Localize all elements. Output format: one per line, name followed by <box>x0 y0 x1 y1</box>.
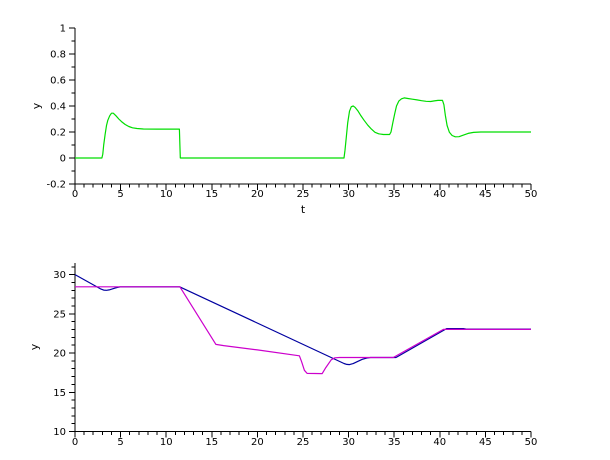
x-tick-label: 30 <box>342 437 355 448</box>
x-axis-label: t <box>301 203 306 216</box>
x-tick-label: 50 <box>525 189 538 200</box>
x-tick-label: 10 <box>160 189 173 200</box>
x-tick-label: 25 <box>297 189 310 200</box>
y-tick-label: 0 <box>60 154 66 165</box>
series-magenta-line <box>75 286 531 375</box>
x-tick-label: 35 <box>388 189 401 200</box>
x-tick-label: 10 <box>160 437 173 448</box>
x-tick-label: 40 <box>433 189 446 200</box>
y-tick-label: 20 <box>53 349 66 360</box>
x-tick-label: 15 <box>205 437 218 448</box>
x-tick-label: 15 <box>205 189 218 200</box>
x-tick-label: 35 <box>388 437 401 448</box>
x-tick-label: 45 <box>479 189 492 200</box>
x-tick-label: 5 <box>117 189 123 200</box>
x-tick-label: 0 <box>72 189 78 200</box>
y-tick-label: 15 <box>53 388 66 399</box>
y-tick-label: 0.4 <box>50 102 66 113</box>
y-tick-label: 0.6 <box>50 76 66 87</box>
x-tick-label: 0 <box>72 437 78 448</box>
series-green-line <box>75 97 531 159</box>
y-tick-label: 30 <box>53 270 66 281</box>
x-tick-label: 25 <box>297 437 310 448</box>
series-blue-line <box>74 274 531 366</box>
chart-0: 0 5 10 15 20 25 30 35 40 45 50 -0.2 0 0.2 0.4 0.6 0.8 1 t y <box>30 24 537 217</box>
y-tick-label: 10 <box>53 427 66 438</box>
y-tick-label: 0.2 <box>50 128 66 139</box>
x-tick-label: 20 <box>251 189 264 200</box>
axes <box>69 263 532 438</box>
y-tick-label: -0.2 <box>46 180 66 191</box>
y-axis-label: y <box>28 343 41 350</box>
y-axis-label: y <box>30 102 43 109</box>
x-tick-label: 40 <box>433 437 446 448</box>
y-tick-label: 0.8 <box>50 50 66 61</box>
x-tick-label: 50 <box>525 437 538 448</box>
x-tick-label: 30 <box>342 189 355 200</box>
chart-1: 0 5 10 15 20 25 30 35 40 45 50 10 15 20 25 30 y <box>28 263 537 448</box>
x-tick-label: 45 <box>479 437 492 448</box>
y-tick-label: 25 <box>53 309 66 320</box>
axes <box>69 27 532 190</box>
x-tick-label: 20 <box>251 437 264 448</box>
y-tick-label: 1 <box>60 24 66 35</box>
x-tick-label: 5 <box>117 437 123 448</box>
